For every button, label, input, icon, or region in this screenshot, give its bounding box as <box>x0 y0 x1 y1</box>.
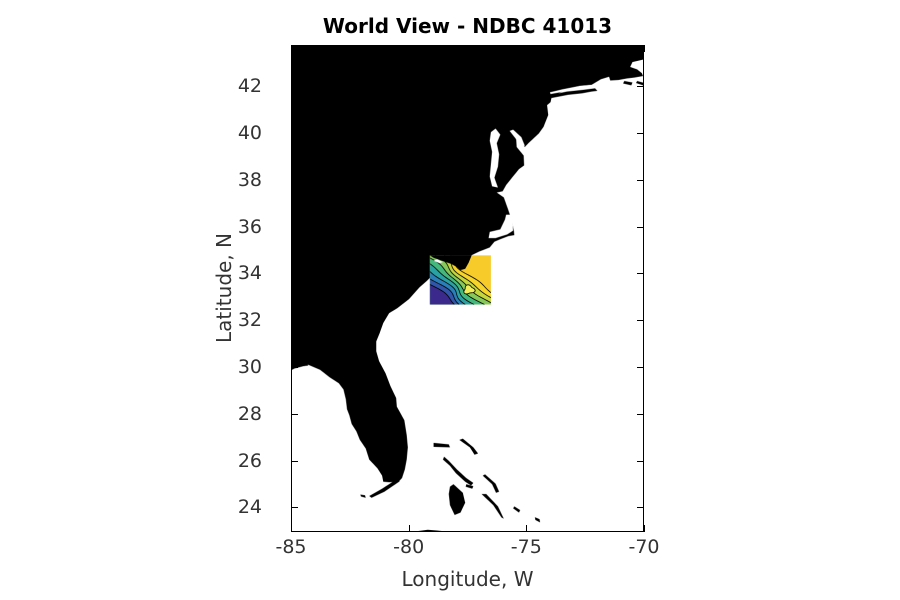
y-tick-mark <box>291 273 298 275</box>
y-tick-mark <box>637 226 644 228</box>
x-tick-mark <box>526 525 528 532</box>
y-tick-mark <box>637 179 644 181</box>
y-tick-label: 34 <box>237 262 262 285</box>
y-tick-mark <box>637 413 644 415</box>
y-axis-label: Latitude, N <box>212 233 236 343</box>
y-tick-label: 38 <box>237 168 262 191</box>
y-tick-mark <box>291 460 298 462</box>
y-tick-mark <box>637 507 644 509</box>
x-tick-mark <box>644 525 645 532</box>
x-tick-mark <box>408 45 410 52</box>
y-tick-mark <box>637 460 644 462</box>
y-tick-mark <box>291 86 298 88</box>
y-tick-label: 30 <box>237 356 262 378</box>
y-tick-mark <box>291 507 298 509</box>
y-tick-mark <box>291 132 298 134</box>
x-tick-label: -85 <box>275 536 307 558</box>
y-tick-label: 24 <box>237 496 262 519</box>
x-tick-mark <box>644 45 645 52</box>
y-tick-label: 32 <box>237 309 262 332</box>
y-tick-mark <box>637 320 644 322</box>
y-tick-label: 36 <box>237 215 262 238</box>
page-title: World View - NDBC 41013 <box>322 14 613 38</box>
map-axes[interactable] <box>291 45 644 532</box>
x-tick-mark <box>291 45 292 52</box>
x-tick-label: -75 <box>510 536 542 558</box>
y-tick-mark <box>291 179 298 181</box>
y-tick-mark <box>637 367 644 368</box>
map-canvas[interactable] <box>292 46 643 531</box>
y-tick-mark <box>291 320 298 322</box>
y-tick-label: 42 <box>237 75 262 98</box>
x-tick-mark <box>291 525 292 532</box>
x-tick-mark <box>526 45 528 52</box>
x-tick-label: -80 <box>393 536 425 558</box>
y-tick-label: 26 <box>237 449 262 472</box>
y-tick-mark <box>291 413 298 415</box>
y-tick-mark <box>637 273 644 275</box>
y-tick-mark <box>637 132 644 134</box>
y-tick-mark <box>291 367 298 368</box>
x-axis-label: Longitude, W <box>401 567 534 591</box>
y-tick-label: 28 <box>237 402 262 425</box>
x-tick-mark <box>408 525 410 532</box>
x-tick-label: -70 <box>628 536 660 558</box>
y-tick-label: 40 <box>237 121 262 144</box>
y-tick-mark <box>291 226 298 228</box>
y-tick-mark <box>637 86 644 88</box>
